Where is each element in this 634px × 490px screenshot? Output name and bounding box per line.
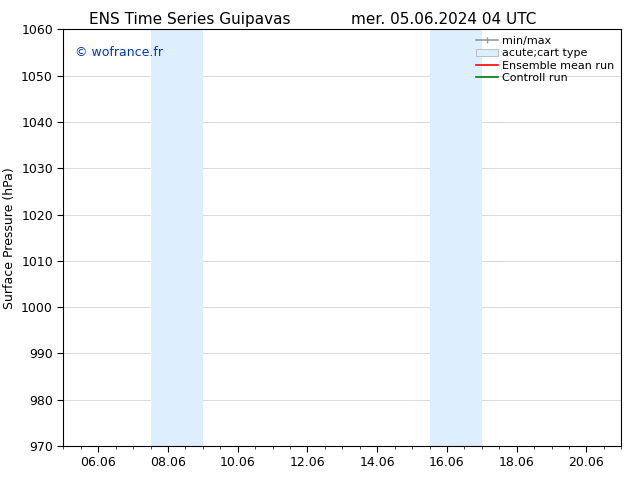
- Text: © wofrance.fr: © wofrance.fr: [75, 46, 162, 59]
- Bar: [150, 29, 203, 446]
- Bar: [429, 29, 482, 446]
- Text: ENS Time Series Guipavas: ENS Time Series Guipavas: [89, 12, 291, 27]
- Text: mer. 05.06.2024 04 UTC: mer. 05.06.2024 04 UTC: [351, 12, 536, 27]
- Legend: min/max, acute;cart type, Ensemble mean run, Controll run: min/max, acute;cart type, Ensemble mean …: [471, 32, 619, 87]
- Y-axis label: Surface Pressure (hPa): Surface Pressure (hPa): [3, 167, 16, 309]
